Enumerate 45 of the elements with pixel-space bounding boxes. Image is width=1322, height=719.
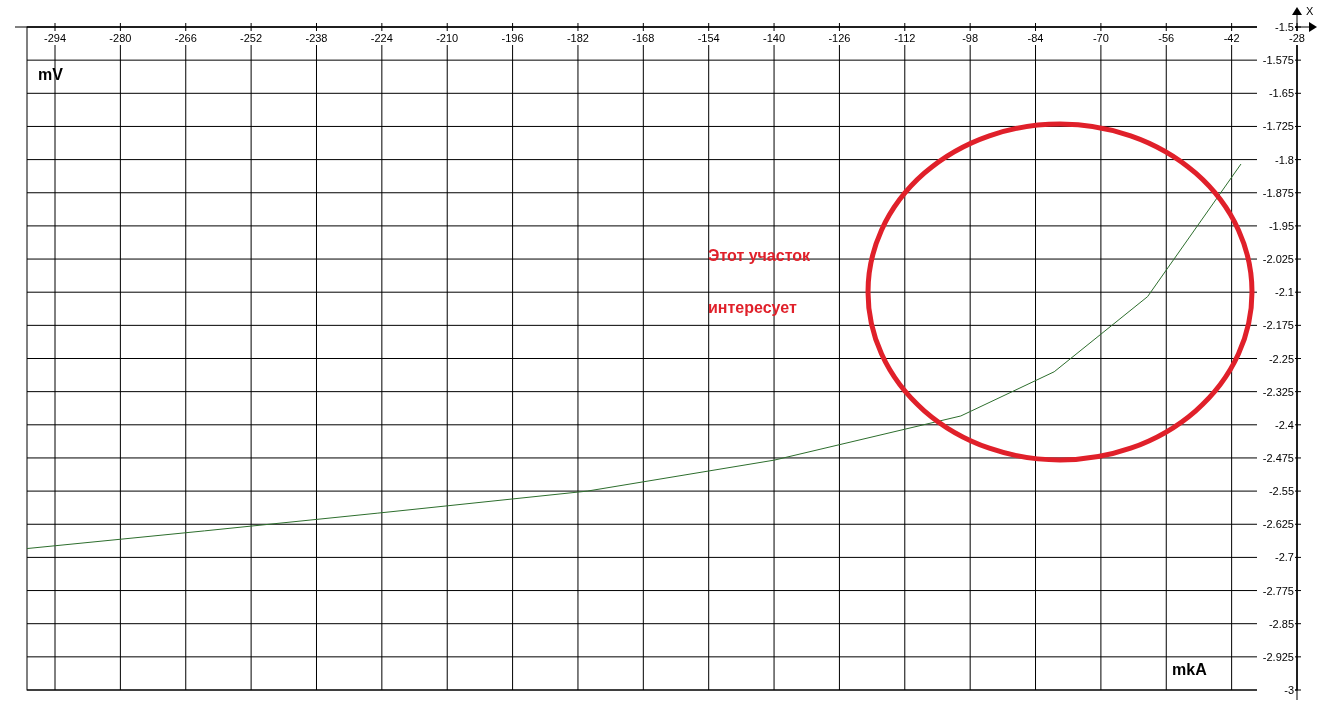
x-tick-label: -140	[763, 32, 786, 44]
x-tick-label: -168	[632, 32, 655, 44]
x-tick-label: -126	[828, 32, 851, 44]
y-tick-label: -1.95	[1268, 219, 1294, 232]
y-axis-title: mV	[38, 66, 64, 83]
y-tick-label: -2.25	[1268, 352, 1294, 365]
y-tick-label: -2.55	[1268, 485, 1294, 498]
y-tick-label: -2.925	[1262, 650, 1294, 663]
y-tick-label: -2.625	[1262, 518, 1294, 531]
x-tick-label: -210	[436, 32, 459, 44]
y-tick-label: -2.475	[1262, 451, 1294, 464]
x-tick-label: -56	[1158, 32, 1175, 44]
x-tick-label: -84	[1027, 32, 1044, 44]
y-tick-label: -1.725	[1262, 120, 1294, 133]
y-tick-label: -1.875	[1262, 186, 1294, 199]
y-tick-label: -2.4	[1275, 418, 1294, 431]
y-tick-label: -2.775	[1262, 584, 1294, 597]
y-tick-label: -2.1	[1275, 286, 1294, 299]
text: X	[1306, 5, 1314, 17]
y-tick-label: -1.8	[1275, 153, 1294, 166]
x-tick-label: -42	[1223, 32, 1240, 44]
x-tick-label: -112	[894, 32, 916, 44]
x-tick-label: -280	[109, 32, 132, 44]
y-tick-label: -2.325	[1262, 385, 1294, 398]
x-tick-label: -70	[1092, 32, 1109, 44]
x-tick-label: -196	[501, 32, 524, 44]
y-tick-label: -2.025	[1262, 253, 1294, 266]
x-tick-label: -154	[697, 32, 720, 44]
x-tick-label: -294	[44, 32, 67, 44]
y-tick-label: -2.7	[1275, 551, 1294, 564]
x-axis-title: mkA	[1172, 661, 1208, 678]
x-tick-label: -252	[240, 32, 263, 44]
y-tick-label: -2.175	[1262, 319, 1294, 332]
x-tick-label: -28	[1289, 32, 1305, 44]
x-tick-label: -224	[370, 32, 393, 44]
x-tick-label: -266	[174, 32, 197, 44]
line-series	[26, 163, 1242, 550]
y-tick-label: -1.575	[1262, 54, 1294, 67]
x-tick-label: -182	[566, 32, 589, 44]
x-tick-label: -98	[962, 32, 979, 44]
y-tick-label: -1.65	[1268, 87, 1294, 100]
y-tick-label: -2.85	[1268, 617, 1294, 630]
x-tick-label: -238	[305, 32, 328, 44]
y-tick-label: -1.5	[1275, 21, 1294, 33]
y-tick-label: -3	[1284, 684, 1294, 696]
